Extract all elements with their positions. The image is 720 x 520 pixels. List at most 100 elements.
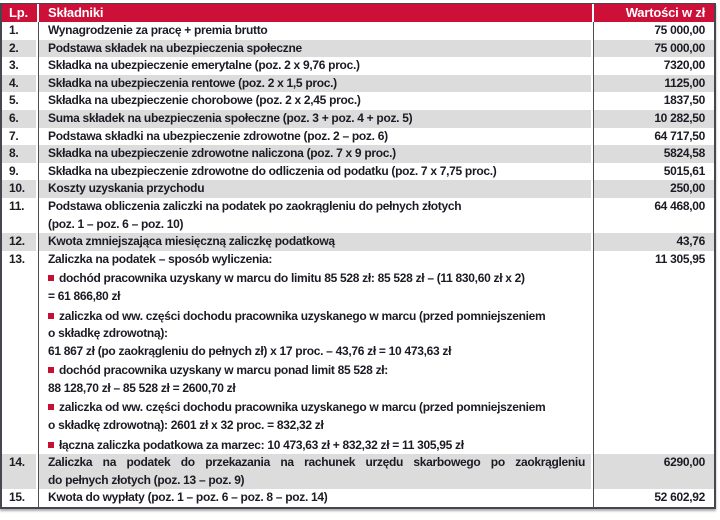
detail-text: = 61 866,80 zł: [48, 288, 121, 303]
detail-line: łączna zaliczka podatkowa za marzec: 10 …: [48, 437, 585, 455]
value-cell: 75 000,00: [654, 23, 705, 37]
row-text: Zaliczka na podatek do przekazania na ra…: [48, 455, 585, 470]
value-cell: 64 468,00: [654, 198, 705, 213]
value-cell: 250,00: [594, 180, 714, 198]
row-number-cell: 3.: [2, 57, 39, 75]
row-text: Zaliczka na podatek – sposób wyliczenia:: [48, 251, 273, 266]
row-text-line2: do pełnych złotych (poz. 13 – poz. 9): [48, 472, 245, 487]
detail-text: zaliczka od ww. części dochodu pracownik…: [59, 308, 546, 323]
table-row: 15. Kwota do wypłaty (poz. 1 – poz. 6 – …: [2, 489, 714, 508]
detail-text: dochód pracownika uzyskany w marcu do li…: [59, 271, 525, 286]
row-number-cell: 10.: [2, 180, 39, 198]
row-number-cell: 11.: [2, 197, 39, 234]
value-cell: 6290,00: [594, 454, 714, 490]
value-cell: 5824,58: [594, 145, 714, 163]
column-header-value: Wartości w zł: [594, 4, 714, 22]
table-row: 2. Podstawa składek na ubezpieczenia spo…: [2, 39, 714, 58]
row-number-cell: 14.: [2, 454, 39, 490]
value-cell: 5015,61: [663, 163, 706, 178]
component-cell: Wynagrodzenie za pracę + premia brutto: [39, 22, 594, 40]
component-cell: Podstawa obliczenia zaliczki na podatek …: [39, 197, 594, 234]
detail-text: zaliczka od ww. części dochodu pracownik…: [59, 400, 546, 415]
value-cell: 1837,50: [663, 93, 706, 108]
column-header-lp: Lp.: [2, 4, 39, 22]
component-cell: Zaliczka na podatek do przekazania na ra…: [39, 454, 594, 490]
bullet-square-icon: [48, 441, 54, 448]
value-cell: 52 602,92: [654, 490, 705, 505]
bullet-square-icon: [48, 404, 54, 411]
row-text: Składka na ubezpieczenie zdrowotne nalic…: [48, 146, 396, 161]
row-text: Składka na ubezpieczenie chorobowe (poz.…: [48, 93, 361, 108]
component-cell: Zaliczka na podatek – sposób wyliczenia:…: [39, 250, 594, 455]
table-row: 1. Wynagrodzenie za pracę + premia brutt…: [2, 22, 714, 40]
component-cell: Kwota zmniejszająca miesięczną zaliczkę …: [39, 233, 594, 251]
table-row: 3. Składka na ubezpieczenie emerytalne (…: [2, 57, 714, 75]
table-row: 8. Składka na ubezpieczenie zdrowotne na…: [2, 145, 714, 163]
detail-line: 88 128,70 zł – 85 528 zł = 2600,70 zł: [48, 380, 585, 398]
table-row: 10. Koszty uzyskania przychodu 250,00: [2, 180, 714, 198]
bullet-square-icon: [48, 367, 54, 374]
row-number-cell: 9.: [2, 162, 39, 181]
table-row: 9. Składka na ubezpieczenie zdrowotne do…: [2, 162, 714, 181]
value-cell: 64 717,50: [654, 128, 705, 143]
table-row: 7. Podstawa składki na ubezpieczenie zdr…: [2, 127, 714, 146]
component-cell: Składka na ubezpieczenie zdrowotne nalic…: [39, 145, 594, 163]
row-text: Kwota zmniejszająca miesięczną zaliczkę …: [48, 234, 335, 249]
value-cell: 11 305,95: [654, 251, 705, 266]
component-cell: Koszty uzyskania przychodu: [39, 180, 594, 198]
row-number-cell: 4.: [2, 74, 39, 93]
value-cell: 43,76: [594, 233, 714, 251]
component-cell: Podstawa składek na ubezpieczenia społec…: [39, 39, 594, 58]
detail-line: 61 867 zł (po zaokrągleniu do pełnych zł…: [48, 343, 585, 361]
component-cell: Suma składek na ubezpieczenia społeczne …: [39, 109, 594, 128]
payroll-table: Lp. Składniki Wartości w zł 1. Wynagrodz…: [2, 4, 714, 508]
table-row: 5. Składka na ubezpieczenie chorobowe (p…: [2, 92, 714, 110]
bullet-square-icon: [48, 275, 54, 282]
detail-text: o składkę zdrowotną):: [48, 326, 168, 341]
component-cell: Składka na ubezpieczenia rentowe (poz. 2…: [39, 74, 594, 93]
row-number-cell: 12.: [2, 233, 39, 251]
component-cell: Składka na ubezpieczenie chorobowe (poz.…: [39, 92, 594, 110]
row-text: Składka na ubezpieczenie zdrowotne do od…: [48, 163, 497, 178]
value-cell: 1125,00: [594, 74, 714, 93]
detail-line: o składkę zdrowotną):: [48, 325, 585, 343]
detail-line: dochód pracownika uzyskany w marcu do li…: [48, 270, 585, 288]
detail-text: łączna zaliczka podatkowa za marzec: 10 …: [59, 437, 464, 452]
payroll-table-frame: Lp. Składniki Wartości w zł 1. Wynagrodz…: [0, 3, 716, 510]
row-text: Podstawa składki na ubezpieczenie zdrowo…: [48, 128, 388, 143]
table-row-calculation: 13. Zaliczka na podatek – sposób wylicze…: [2, 250, 714, 455]
table-row: 4. Składka na ubezpieczenia rentowe (poz…: [2, 74, 714, 93]
component-cell: Podstawa składki na ubezpieczenie zdrowo…: [39, 127, 594, 146]
component-cell: Składka na ubezpieczenie zdrowotne do od…: [39, 162, 594, 181]
detail-text: 88 128,70 zł – 85 528 zł = 2600,70 zł: [48, 380, 236, 395]
row-number-cell: 5.: [2, 92, 39, 110]
detail-text: 61 867 zł (po zaokrągleniu do pełnych zł…: [48, 343, 452, 358]
detail-line: dochód pracownika uzyskany w marcu ponad…: [48, 362, 585, 380]
table-header-row: Lp. Składniki Wartości w zł: [2, 4, 714, 22]
row-text: Składka na ubezpieczenie emerytalne (poz…: [48, 58, 360, 73]
row-number-cell: 15.: [2, 489, 39, 508]
row-text: Składka na ubezpieczenia rentowe (poz. 2…: [48, 75, 337, 90]
row-number-cell: 1.: [2, 22, 39, 40]
row-number-cell: 13.: [2, 250, 39, 455]
value-cell: 7320,00: [663, 58, 706, 73]
value-cell: 10 282,50: [594, 109, 714, 128]
row-text: Podstawa składek na ubezpieczenia społec…: [48, 40, 302, 55]
value-cell: 75 000,00: [594, 39, 714, 58]
row-text: Podstawa obliczenia zaliczki na podatek …: [48, 198, 462, 213]
row-text: Suma składek na ubezpieczenia społeczne …: [48, 110, 413, 125]
row-text: Kwota do wypłaty (poz. 1 – poz. 6 – poz.…: [48, 490, 328, 505]
table-row: 14. Zaliczka na podatek do przekazania n…: [2, 454, 714, 490]
detail-line: zaliczka od ww. części dochodu pracownik…: [48, 399, 585, 417]
row-text-line2: (poz. 1 – poz. 6 – poz. 10): [48, 216, 184, 231]
table-row: 6. Suma składek na ubezpieczenia społecz…: [2, 109, 714, 128]
bullet-square-icon: [48, 312, 54, 319]
row-number-cell: 2.: [2, 39, 39, 58]
row-number-cell: 7.: [2, 127, 39, 146]
table-row: 11. Podstawa obliczenia zaliczki na poda…: [2, 197, 714, 234]
row-number-cell: 6.: [2, 109, 39, 128]
table-row: 12. Kwota zmniejszająca miesięczną zalic…: [2, 233, 714, 251]
row-text: Wynagrodzenie za pracę + premia brutto: [48, 23, 268, 37]
row-number-cell: 8.: [2, 145, 39, 163]
component-cell: Składka na ubezpieczenie emerytalne (poz…: [39, 57, 594, 75]
